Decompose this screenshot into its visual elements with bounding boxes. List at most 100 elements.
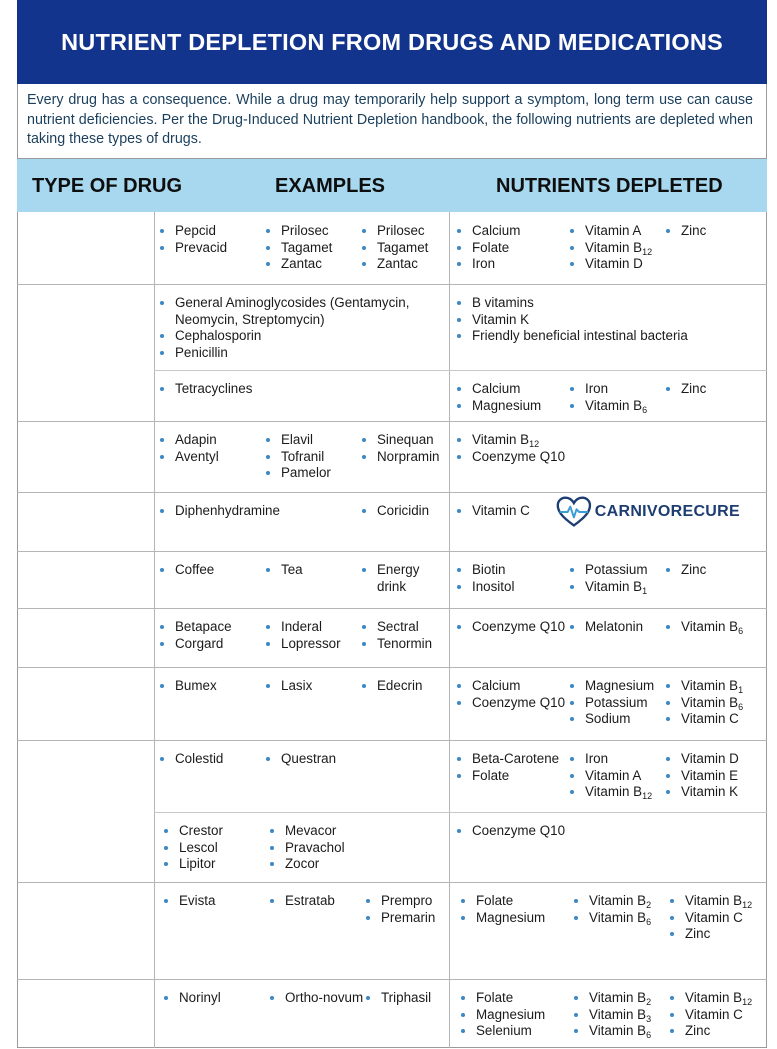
bullet-list: Coffee	[157, 562, 267, 579]
drug-example-item: Elavil	[263, 432, 363, 449]
bullet-list: Prilosec Tagamet Zantac	[359, 223, 451, 273]
bullet-list: Vitamin D Vitamin E Vitamin K	[663, 751, 759, 801]
drug-example-item: Sectral	[359, 619, 451, 636]
bullet-list: Sectral Tenormin	[359, 619, 451, 652]
drug-example-item: Sinequan	[359, 432, 451, 449]
bullet-list: Zinc	[663, 223, 759, 240]
bullet-list: Prilosec Tagamet Zantac	[263, 223, 363, 273]
nutrient-item: Vitamin B12	[667, 990, 763, 1007]
drug-example-item: Edecrin	[359, 678, 451, 695]
bullet-list: Calcium Folate Iron	[454, 223, 570, 273]
drug-example-item: Zocor	[267, 856, 367, 873]
row-divider	[17, 882, 767, 883]
logo: CARNIVORECURE	[556, 493, 740, 531]
header-examples: EXAMPLES	[275, 174, 386, 197]
bullet-list: Vitamin B2 Vitamin B3 Vitamin B6	[571, 990, 671, 1040]
nutrient-item: Coenzyme Q10	[454, 449, 754, 466]
nutrient-item: Selenium	[458, 1023, 574, 1040]
drug-example-item: General Aminoglycosides (Gentamycin, Neo…	[157, 295, 437, 328]
bullet-list: Colestid	[157, 751, 267, 768]
nutrient-item: Vitamin B2	[571, 990, 671, 1007]
nutrient-item: Vitamin B3	[571, 1007, 671, 1024]
bullet-list: Melatonin	[567, 619, 667, 636]
column-divider	[449, 212, 450, 1048]
row-divider	[17, 492, 767, 493]
drug-example-item: Tea	[263, 562, 363, 579]
bullet-list: Biotin Inositol	[454, 562, 570, 595]
row-divider	[17, 667, 767, 668]
drug-example-item: Corgard	[157, 636, 267, 653]
nutrient-item: Vitamin C	[663, 711, 759, 728]
nutrient-item: Vitamin C	[454, 503, 754, 520]
nutrient-item: Sodium	[567, 711, 667, 728]
bullet-list: Estratab	[267, 893, 367, 910]
drug-example-item: Tenormin	[359, 636, 451, 653]
nutrient-item: Zinc	[663, 381, 759, 398]
nutrient-item: Vitamin D	[663, 751, 759, 768]
row-divider	[17, 421, 767, 422]
nutrient-item: Vitamin B12	[567, 240, 667, 257]
drug-example-item: Lopressor	[263, 636, 363, 653]
intro-paragraph: Every drug has a consequence. While a dr…	[27, 92, 753, 147]
drug-example-item: Tagamet	[263, 240, 363, 257]
bullet-list: Ortho-novum	[267, 990, 367, 1007]
heart-pulse-icon	[556, 496, 592, 527]
drug-example-item: Pepcid	[157, 223, 267, 240]
nutrient-item: Vitamin B12	[567, 784, 667, 801]
bullet-list: Crestor Lescol Lipitor	[161, 823, 271, 873]
nutrient-item: Iron	[454, 256, 570, 273]
nutrient-item: Potassium	[567, 562, 667, 579]
header-nutrients-depleted: NUTRIENTS DEPLETED	[496, 174, 723, 197]
nutrient-item: Folate	[458, 893, 574, 910]
drug-example-item: Prilosec	[359, 223, 451, 240]
bullet-list: Adapin Aventyl	[157, 432, 267, 465]
bullet-list: Questran	[263, 751, 363, 768]
bullet-list: Mevacor Pravachol Zocor	[267, 823, 367, 873]
bullet-list: Evista	[161, 893, 271, 910]
bullet-list: Lasix	[263, 678, 363, 695]
drug-example-item: Prempro	[363, 893, 455, 910]
bullet-list: Edecrin	[359, 678, 451, 695]
drug-example-item: Prilosec	[263, 223, 363, 240]
drug-example-item: Prevacid	[157, 240, 267, 257]
drug-example-item: Tagamet	[359, 240, 451, 257]
bullet-list: Calcium Coenzyme Q10	[454, 678, 570, 711]
nutrient-item: Vitamin B2	[571, 893, 671, 910]
bullet-list: Folate Magnesium	[458, 893, 574, 926]
drug-example-item: Betapace	[157, 619, 267, 636]
drug-example-item: Lescol	[161, 840, 271, 857]
drug-example-item: Energy drink	[359, 562, 451, 595]
nutrient-item: Vitamin B6	[567, 398, 667, 415]
bullet-list: B vitamins Vitamin K Friendly beneficial i…	[454, 295, 754, 345]
bullet-list: Zinc	[663, 562, 759, 579]
bullet-list: Energy drink	[359, 562, 451, 595]
nutrient-item: Calcium	[454, 678, 570, 695]
bullet-list: Coenzyme Q10	[454, 823, 754, 840]
row-divider	[17, 740, 767, 741]
nutrient-item: Vitamin B1	[663, 678, 759, 695]
drug-example-item: Crestor	[161, 823, 271, 840]
row-divider	[17, 608, 767, 609]
nutrient-item: Vitamin B12	[454, 432, 754, 449]
bullet-list: Magnesium Potassium Sodium	[567, 678, 667, 728]
row-divider	[17, 284, 767, 285]
drug-example-item: Pravachol	[267, 840, 367, 857]
nutrient-item: Vitamin B6	[571, 1023, 671, 1040]
nutrient-item: Folate	[458, 990, 574, 1007]
bullet-list: Bumex	[157, 678, 267, 695]
bullet-list: Prempro Premarin	[363, 893, 455, 926]
nutrient-item: Magnesium	[567, 678, 667, 695]
drug-example-item: Ortho-novum	[267, 990, 367, 1007]
drug-example-item: Colestid	[157, 751, 267, 768]
row-divider	[17, 551, 767, 552]
drug-example-item: Lasix	[263, 678, 363, 695]
nutrient-item: Magnesium	[458, 1007, 574, 1024]
bullet-list: Coricidin	[359, 503, 451, 520]
nutrient-item: Vitamin A	[567, 768, 667, 785]
bullet-list: Elavil Tofranil Pamelor	[263, 432, 363, 482]
nutrient-item: Zinc	[667, 1023, 763, 1040]
nutrient-item: Calcium	[454, 381, 570, 398]
bullet-list: Pepcid Prevacid	[157, 223, 267, 256]
bullet-list: Iron Vitamin A Vitamin B12	[567, 751, 667, 801]
